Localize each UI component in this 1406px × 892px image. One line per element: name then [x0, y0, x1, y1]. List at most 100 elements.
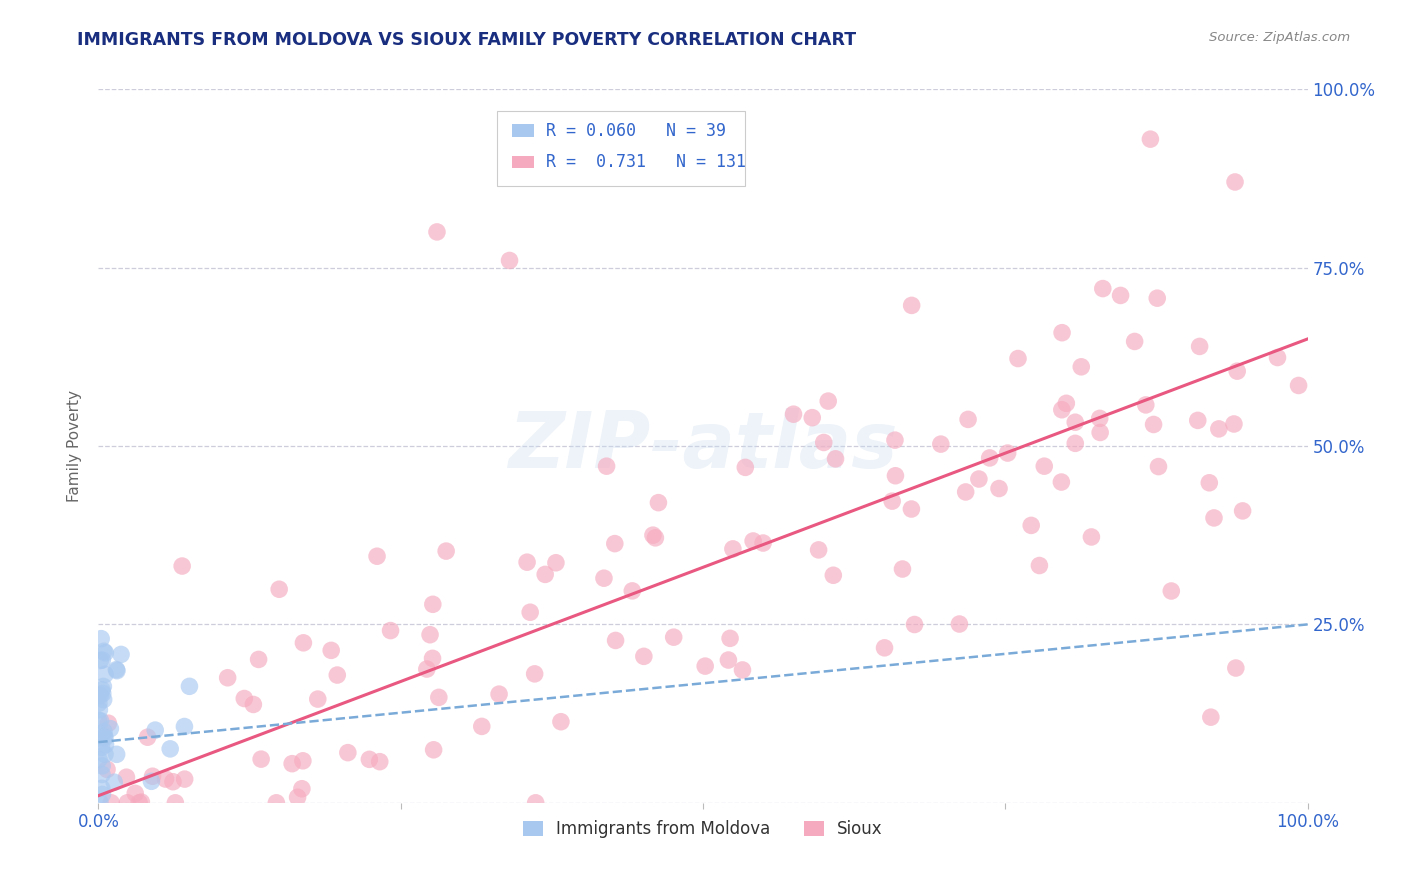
- Sioux: [422, 597, 444, 611]
- Sioux: [516, 555, 538, 569]
- Sioux: [115, 770, 138, 784]
- Sioux: [900, 502, 922, 516]
- Sioux: [368, 755, 391, 769]
- Sioux: [471, 719, 494, 733]
- Sioux: [155, 772, 177, 786]
- Sioux: [422, 651, 444, 665]
- Sioux: [307, 692, 329, 706]
- Sioux: [124, 786, 146, 800]
- Immigrants from Moldova: [105, 664, 128, 678]
- Immigrants from Moldova: [87, 714, 110, 728]
- Sioux: [823, 568, 845, 582]
- Sioux: [523, 666, 546, 681]
- Sioux: [1064, 415, 1087, 429]
- Sioux: [929, 437, 952, 451]
- Sioux: [172, 559, 194, 574]
- Sioux: [173, 772, 195, 786]
- Sioux: [1070, 359, 1092, 374]
- Sioux: [359, 752, 381, 766]
- Sioux: [662, 630, 685, 644]
- Sioux: [519, 605, 541, 619]
- Immigrants from Moldova: [90, 632, 112, 646]
- Text: Source: ZipAtlas.com: Source: ZipAtlas.com: [1209, 31, 1350, 45]
- Immigrants from Moldova: [93, 680, 115, 694]
- Immigrants from Moldova: [105, 747, 128, 762]
- Immigrants from Moldova: [91, 686, 114, 700]
- Sioux: [731, 663, 754, 677]
- Sioux: [997, 446, 1019, 460]
- Immigrants from Moldova: [89, 653, 111, 667]
- Sioux: [1088, 425, 1111, 440]
- Sioux: [1088, 411, 1111, 425]
- Sioux: [742, 533, 765, 548]
- Sioux: [1123, 334, 1146, 349]
- Immigrants from Moldova: [94, 667, 117, 681]
- Sioux: [266, 796, 288, 810]
- Immigrants from Moldova: [94, 747, 117, 762]
- Sioux: [553, 146, 575, 161]
- Sioux: [595, 459, 617, 474]
- Immigrants from Moldova: [93, 692, 115, 706]
- Sioux: [1199, 710, 1222, 724]
- Sioux: [603, 536, 626, 550]
- Immigrants from Moldova: [93, 724, 115, 739]
- Sioux: [979, 450, 1001, 465]
- Immigrants from Moldova: [89, 703, 111, 717]
- Sioux: [957, 412, 980, 426]
- Sioux: [291, 754, 314, 768]
- Immigrants from Moldova: [94, 731, 117, 745]
- Sioux: [1050, 475, 1073, 489]
- Immigrants from Moldova: [90, 740, 112, 755]
- Immigrants from Moldova: [91, 682, 114, 697]
- Sioux: [1135, 398, 1157, 412]
- Sioux: [807, 542, 830, 557]
- Sioux: [165, 796, 187, 810]
- Sioux: [550, 714, 572, 729]
- Sioux: [1198, 475, 1220, 490]
- Immigrants from Moldova: [143, 723, 166, 738]
- Immigrants from Moldova: [159, 742, 181, 756]
- Sioux: [824, 451, 846, 466]
- Sioux: [695, 659, 717, 673]
- Sioux: [1208, 422, 1230, 436]
- Sioux: [734, 460, 756, 475]
- Sioux: [292, 636, 315, 650]
- Sioux: [100, 796, 122, 810]
- Sioux: [817, 394, 839, 409]
- Immigrants from Moldova: [94, 646, 117, 660]
- Sioux: [882, 494, 904, 508]
- FancyBboxPatch shape: [512, 124, 534, 137]
- Sioux: [131, 795, 153, 809]
- Sioux: [250, 752, 273, 766]
- Sioux: [269, 582, 291, 597]
- Sioux: [117, 796, 139, 810]
- Sioux: [524, 796, 547, 810]
- Immigrants from Moldova: [89, 796, 111, 810]
- Sioux: [1226, 364, 1249, 378]
- Immigrants from Moldova: [94, 738, 117, 752]
- Sioux: [1064, 436, 1087, 450]
- Immigrants from Moldova: [173, 719, 195, 733]
- Text: ZIP­atlas: ZIP­atlas: [508, 408, 898, 484]
- Sioux: [1202, 511, 1225, 525]
- Immigrants from Moldova: [110, 648, 132, 662]
- Sioux: [426, 225, 449, 239]
- Sioux: [621, 583, 644, 598]
- Sioux: [641, 528, 664, 542]
- Sioux: [1054, 396, 1077, 410]
- Sioux: [97, 716, 120, 731]
- Sioux: [488, 687, 510, 701]
- Sioux: [873, 640, 896, 655]
- Sioux: [644, 531, 666, 545]
- Sioux: [427, 690, 450, 705]
- Sioux: [718, 632, 741, 646]
- Sioux: [217, 671, 239, 685]
- Sioux: [1139, 132, 1161, 146]
- Y-axis label: Family Poverty: Family Poverty: [67, 390, 83, 502]
- Immigrants from Moldova: [100, 722, 122, 736]
- Sioux: [955, 485, 977, 500]
- Text: R =  0.731   N = 131: R = 0.731 N = 131: [546, 153, 745, 171]
- Sioux: [1288, 378, 1310, 392]
- Sioux: [1109, 288, 1132, 302]
- Immigrants from Moldova: [89, 689, 111, 703]
